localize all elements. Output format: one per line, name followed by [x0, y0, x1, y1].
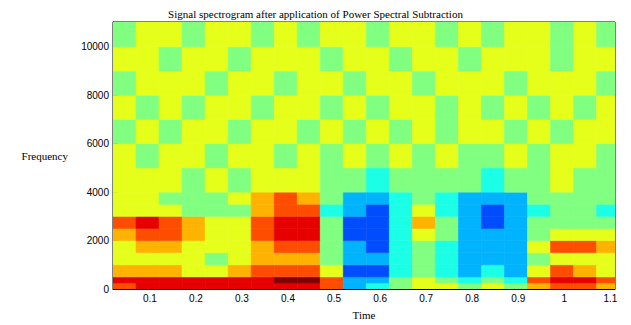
svg-text:0.9: 0.9: [511, 293, 525, 304]
svg-text:0.2: 0.2: [189, 293, 203, 304]
svg-text:0.8: 0.8: [465, 293, 479, 304]
svg-text:0: 0: [103, 284, 109, 295]
svg-text:Frequency: Frequency: [22, 150, 69, 162]
svg-text:2000: 2000: [87, 235, 110, 246]
svg-text:6000: 6000: [87, 138, 110, 149]
svg-text:1: 1: [562, 293, 568, 304]
svg-text:1.1: 1.1: [603, 293, 617, 304]
svg-text:Time: Time: [353, 309, 376, 321]
svg-text:0.3: 0.3: [235, 293, 249, 304]
svg-text:0.6: 0.6: [373, 293, 387, 304]
svg-text:4000: 4000: [87, 187, 110, 198]
svg-text:0.4: 0.4: [281, 293, 295, 304]
svg-text:0.5: 0.5: [327, 293, 341, 304]
svg-text:Signal spectrogram after appli: Signal spectrogram after application of …: [168, 8, 463, 20]
svg-text:10000: 10000: [81, 41, 109, 52]
svg-text:0.1: 0.1: [143, 293, 157, 304]
svg-text:8000: 8000: [87, 90, 110, 101]
svg-text:0.7: 0.7: [419, 293, 433, 304]
